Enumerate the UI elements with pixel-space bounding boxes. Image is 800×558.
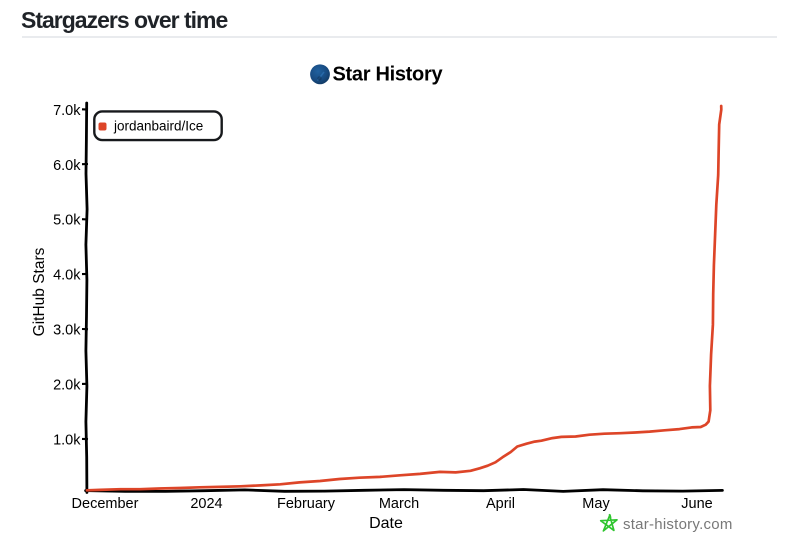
svg-text:jordanbaird/Ice: jordanbaird/Ice	[113, 119, 203, 134]
svg-text:5.0k: 5.0k	[53, 213, 81, 229]
svg-text:3.0k: 3.0k	[53, 323, 81, 339]
svg-text:7.0k: 7.0k	[53, 103, 81, 119]
svg-text:June: June	[681, 496, 712, 512]
svg-text:4.0k: 4.0k	[53, 268, 81, 284]
svg-text:Date: Date	[369, 515, 403, 532]
svg-text:April: April	[486, 496, 515, 512]
svg-text:December: December	[72, 496, 139, 512]
svg-text:6.0k: 6.0k	[53, 158, 81, 174]
svg-text:March: March	[379, 496, 419, 512]
svg-text:1.0k: 1.0k	[53, 432, 81, 448]
svg-text:May: May	[582, 496, 610, 512]
svg-text:GitHub Stars: GitHub Stars	[31, 247, 48, 336]
svg-text:February: February	[277, 496, 336, 512]
svg-text:2.0k: 2.0k	[53, 377, 81, 393]
svg-text:Star History: Star History	[333, 64, 444, 86]
svg-text:2024: 2024	[190, 496, 222, 512]
svg-text:star-history.com: star-history.com	[623, 516, 733, 533]
